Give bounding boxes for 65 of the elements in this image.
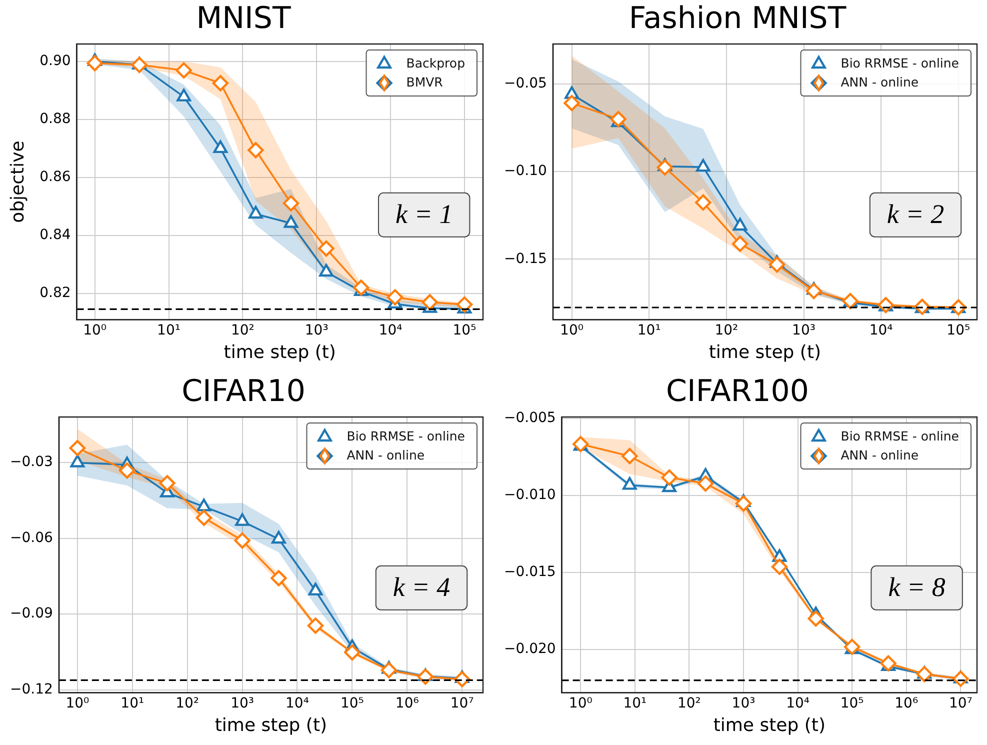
- y-tick-label: −0.05: [504, 75, 547, 92]
- x-tick-label: 10⁴: [286, 696, 310, 712]
- x-tick-label: 10⁵: [946, 322, 970, 339]
- x-axis-title: time step (t): [224, 342, 336, 363]
- annotation: k = 8: [888, 572, 946, 602]
- x-axis-title: time step (t): [214, 714, 328, 736]
- x-tick-label: 10⁶: [894, 696, 918, 712]
- x-tick-label: 10¹: [637, 322, 661, 339]
- legend-label: BMVR: [406, 74, 444, 90]
- x-tick-label: 10⁰: [568, 696, 593, 712]
- y-tick-label: −0.10: [504, 163, 547, 180]
- legend-label: ANN - online: [840, 447, 919, 462]
- annotation: k = 4: [392, 572, 450, 602]
- annotation: k = 2: [886, 198, 944, 229]
- y-tick-label: −0.12: [10, 681, 53, 698]
- x-tick-label: 10¹: [623, 696, 647, 712]
- legend-label: Bio RRMSE - online: [840, 428, 960, 444]
- x-tick-label: 10³: [230, 696, 254, 712]
- x-tick-label: 10⁵: [452, 322, 476, 339]
- x-tick-label: 10²: [677, 696, 701, 712]
- x-tick-label: 10¹: [157, 322, 180, 339]
- x-tick-label: 10¹: [120, 696, 144, 712]
- y-tick-label: −0.020: [504, 641, 556, 658]
- y-tick-label: 0.84: [40, 227, 71, 244]
- chart-title: CIFAR10: [182, 374, 306, 409]
- x-tick-label: 10³: [792, 322, 816, 339]
- y-tick-label: −0.15: [504, 250, 547, 267]
- annotation: k = 1: [395, 198, 453, 229]
- chart-title: MNIST: [196, 0, 292, 36]
- x-tick-label: 10⁵: [840, 696, 864, 712]
- x-tick-label: 10⁷: [948, 696, 972, 712]
- x-tick-label: 10²: [230, 322, 254, 339]
- y-tick-label: −0.010: [504, 487, 556, 504]
- y-tick-label: −0.06: [10, 530, 53, 546]
- x-axis-title: time step (t): [708, 342, 822, 363]
- x-tick-label: 10³: [304, 322, 328, 339]
- x-tick-label: 10⁰: [66, 696, 90, 712]
- x-tick-label: 10⁶: [395, 696, 420, 712]
- legend-label: Bio RRMSE - online: [840, 55, 960, 70]
- x-tick-label: 10⁴: [378, 322, 403, 339]
- x-tick-label: 10²: [176, 696, 200, 712]
- legend-label: Backprop: [406, 55, 466, 70]
- x-tick-label: 10⁷: [450, 696, 474, 712]
- x-tick-label: 10²: [714, 322, 738, 339]
- y-tick-label: −0.005: [504, 410, 556, 426]
- x-tick-label: 10⁴: [786, 696, 810, 712]
- y-tick-label: −0.09: [10, 606, 53, 622]
- x-tick-label: 10⁴: [869, 322, 894, 339]
- x-axis-title: time step (t): [713, 714, 826, 736]
- y-tick-label: 0.82: [40, 285, 71, 302]
- chart-title: Fashion MNIST: [628, 0, 847, 36]
- y-tick-label: 0.90: [40, 53, 71, 70]
- y-axis-title: objective: [7, 140, 28, 223]
- legend-label: ANN - online: [840, 74, 919, 90]
- y-tick-label: −0.03: [10, 454, 53, 470]
- chart-title: CIFAR100: [666, 374, 809, 409]
- y-tick-label: 0.88: [40, 111, 71, 128]
- x-tick-label: 10⁵: [340, 696, 364, 712]
- legend-label: ANN - online: [346, 447, 425, 462]
- x-tick-label: 10⁰: [560, 322, 584, 339]
- x-tick-label: 10³: [732, 696, 756, 712]
- x-tick-label: 10⁰: [83, 322, 107, 339]
- legend-label: Bio RRMSE - online: [346, 428, 466, 444]
- y-tick-label: 0.86: [40, 169, 71, 186]
- y-tick-label: −0.015: [504, 564, 556, 580]
